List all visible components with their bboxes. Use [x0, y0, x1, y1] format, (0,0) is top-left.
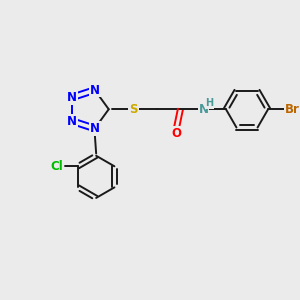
- Text: H: H: [206, 98, 214, 108]
- Text: N: N: [67, 115, 77, 128]
- Text: N: N: [90, 122, 100, 135]
- Text: N: N: [67, 91, 77, 104]
- Text: O: O: [171, 127, 181, 140]
- Text: N: N: [199, 103, 208, 116]
- Text: Cl: Cl: [51, 160, 64, 173]
- Text: Br: Br: [284, 103, 299, 116]
- Text: N: N: [90, 83, 100, 97]
- Text: S: S: [129, 103, 138, 116]
